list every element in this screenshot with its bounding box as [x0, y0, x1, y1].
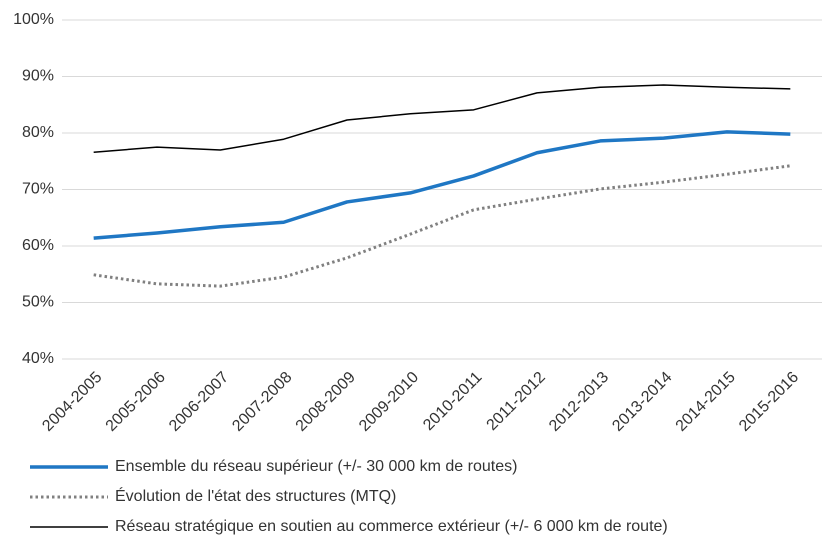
- y-tick-label: 90%: [22, 68, 54, 85]
- x-tick-label: 2005-2006: [103, 369, 169, 435]
- y-tick-label: 100%: [13, 11, 54, 28]
- x-tick-label: 2015-2016: [736, 369, 802, 435]
- x-tick-label: 2006-2007: [166, 369, 232, 435]
- series-line: [93, 130, 791, 240]
- legend-label: Évolution de l'état des structures (MTQ): [115, 486, 396, 505]
- y-tick-label: 50%: [22, 294, 54, 311]
- x-tick-label: 2012-2013: [546, 369, 612, 435]
- x-tick-label: 2004-2005: [39, 369, 105, 435]
- x-tick-label: 2009-2010: [356, 369, 422, 435]
- x-tick-label: 2008-2009: [293, 369, 359, 435]
- x-tick-label: 2013-2014: [609, 369, 675, 435]
- x-tick-label: 2014-2015: [673, 369, 739, 435]
- legend-label: Ensemble du réseau supérieur (+/- 30 000…: [115, 458, 517, 475]
- legend-label: Réseau stratégique en soutien au commerc…: [115, 518, 668, 535]
- x-tick-label: 2010-2011: [420, 369, 485, 434]
- y-tick-label: 80%: [22, 124, 54, 141]
- y-tick-label: 70%: [22, 181, 54, 198]
- x-tick-label: 2007-2008: [229, 369, 295, 435]
- series-line: [93, 164, 791, 288]
- x-tick-label: 2011-2012: [484, 369, 549, 434]
- series-line: [93, 84, 791, 153]
- y-tick-label: 60%: [22, 237, 54, 254]
- y-tick-label: 40%: [22, 350, 54, 367]
